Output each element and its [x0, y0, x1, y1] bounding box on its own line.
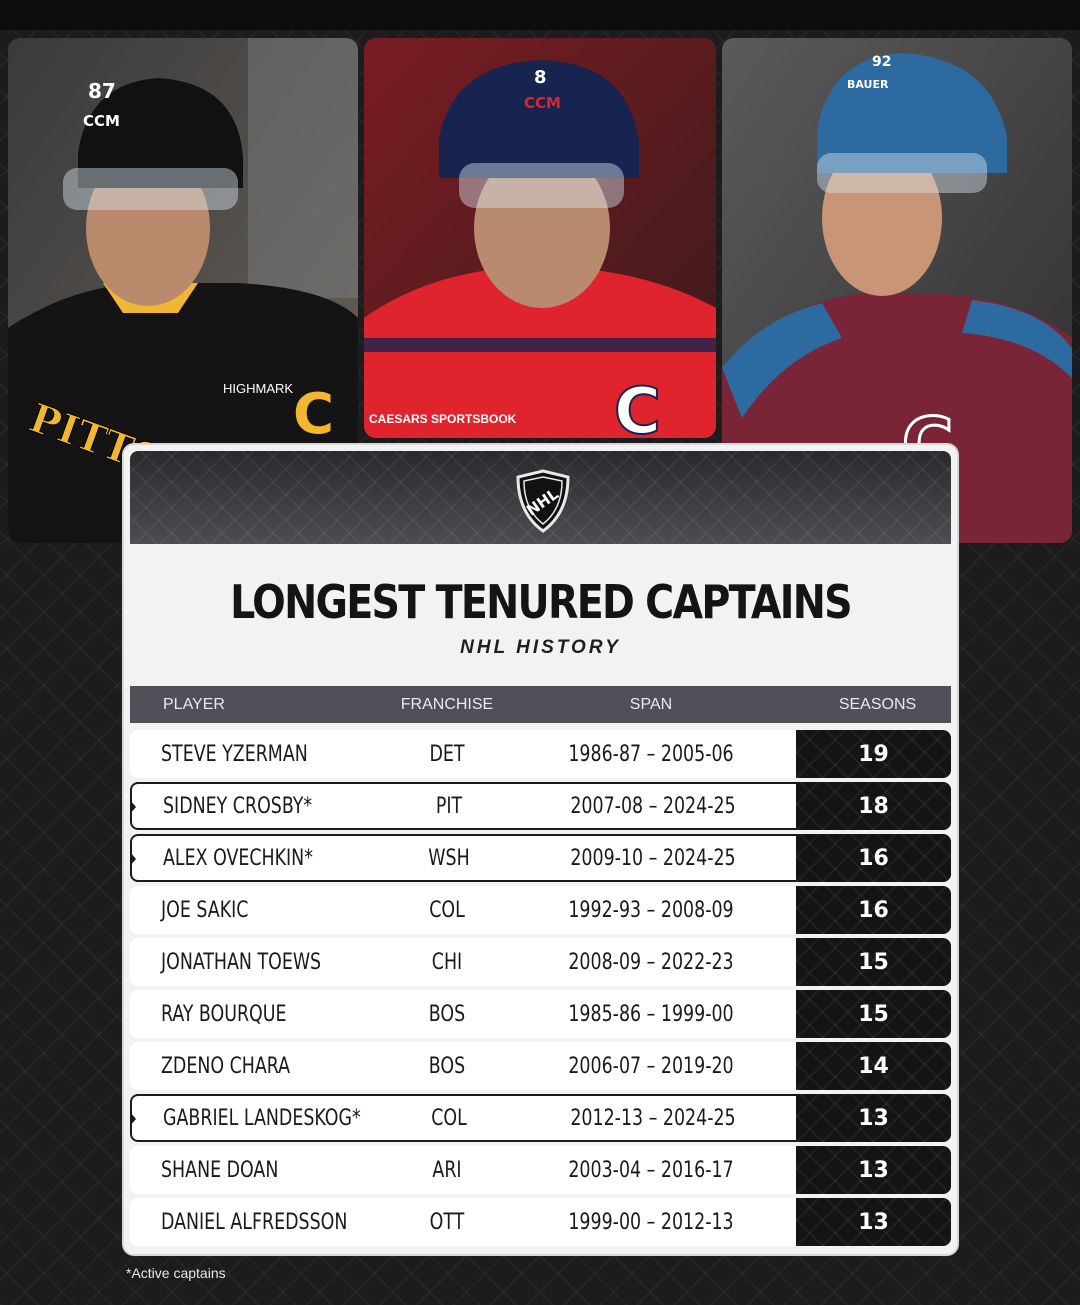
helmet-brand-label: BAUER — [847, 78, 889, 91]
player-name: JOE SAKIC — [161, 898, 249, 923]
seasons-count: 13 — [796, 1198, 951, 1246]
franchise-code: CHI — [431, 950, 463, 975]
top-bar — [0, 0, 1080, 30]
helmet-number-label: 87 — [88, 79, 116, 103]
table-row: JONATHAN TOEWS CHI 2008-09 – 2022-23 15 — [130, 938, 951, 986]
captaincy-span: 1986-87 – 2005-06 — [568, 742, 734, 767]
captaincy-span: 1992-93 – 2008-09 — [568, 898, 734, 923]
captaincy-span: 2006-07 – 2019-20 — [568, 1054, 734, 1079]
player-name: ALEX OVECHKIN* — [163, 846, 313, 871]
captain-c-badge: C — [614, 375, 661, 438]
seasons-count: 13 — [796, 1094, 951, 1142]
franchise-code: BOS — [428, 1002, 466, 1027]
player-name: ZDENO CHARA — [161, 1054, 291, 1079]
helmet-brand-label: CCM — [524, 94, 561, 112]
franchise-code: DET — [429, 742, 465, 767]
captaincy-span: 1985-86 – 1999-00 — [568, 1002, 734, 1027]
column-header-seasons: SEASONS — [838, 696, 917, 713]
jersey-sponsor-label: HIGHMARK — [223, 381, 293, 396]
seasons-count: 15 — [796, 990, 951, 1038]
franchise-code: ARI — [432, 1158, 462, 1183]
seasons-count: 15 — [796, 938, 951, 986]
seasons-count: 16 — [796, 886, 951, 934]
table-row: RAY BOURQUE BOS 1985-86 – 1999-00 15 — [130, 990, 951, 1038]
table-row: DANIEL ALFREDSSON OTT 1999-00 – 2012-13 … — [130, 1198, 951, 1246]
franchise-code: OTT — [429, 1210, 465, 1235]
nhl-shield-icon: NHL — [516, 469, 570, 533]
player-photo-washington: CCM 8 CAESARS SPORTSBOOK C — [364, 38, 716, 438]
player-name: JONATHAN TOEWS — [161, 950, 322, 975]
captain-c-badge: C — [293, 382, 334, 447]
table-row: JOE SAKIC COL 1992-93 – 2008-09 16 — [130, 886, 951, 934]
table-row: GABRIEL LANDESKOG* COL 2012-13 – 2024-25… — [130, 1094, 951, 1142]
table-header: PLAYER FRANCHISE SPAN SEASONS — [130, 686, 951, 723]
captaincy-span: 2008-09 – 2022-23 — [568, 950, 734, 975]
seasons-count: 14 — [796, 1042, 951, 1090]
table-body: STEVE YZERMAN DET 1986-87 – 2005-06 19 S… — [130, 730, 951, 1250]
table-row: ALEX OVECHKIN* WSH 2009-10 – 2024-25 16 — [130, 834, 951, 882]
player-photo-colorado: BAUER 92 C — [722, 38, 1072, 543]
page-subtitle: NHL HISTORY — [460, 637, 621, 658]
table-row: SHANE DOAN ARI 2003-04 – 2016-17 13 — [130, 1146, 951, 1194]
player-name: SIDNEY CROSBY* — [163, 794, 313, 819]
seasons-count: 18 — [796, 782, 951, 830]
player-photo-pittsburgh: CCM 87 PITTS HIGHMARK C — [8, 38, 358, 543]
seasons-count: 16 — [796, 834, 951, 882]
franchise-code: BOS — [428, 1054, 466, 1079]
table-row: SIDNEY CROSBY* PIT 2007-08 – 2024-25 18 — [130, 782, 951, 830]
franchise-code: COL — [431, 1106, 467, 1131]
table-row: ZDENO CHARA BOS 2006-07 – 2019-20 14 — [130, 1042, 951, 1090]
captaincy-span: 1999-00 – 2012-13 — [568, 1210, 734, 1235]
card-header: NHL — [130, 451, 951, 544]
column-header-span: SPAN — [629, 696, 673, 713]
captaincy-span: 2007-08 – 2024-25 — [570, 794, 736, 819]
captaincy-span: 2003-04 – 2016-17 — [568, 1158, 734, 1183]
franchise-code: COL — [429, 898, 465, 923]
table-row: STEVE YZERMAN DET 1986-87 – 2005-06 19 — [130, 730, 951, 778]
helmet-brand-label: CCM — [83, 112, 120, 130]
franchise-code: WSH — [428, 846, 470, 871]
player-name: SHANE DOAN — [161, 1158, 279, 1183]
jersey-sponsor-label: CAESARS SPORTSBOOK — [369, 412, 517, 426]
player-name: STEVE YZERMAN — [161, 742, 308, 767]
captaincy-span: 2012-13 – 2024-25 — [570, 1106, 736, 1131]
player-name: DANIEL ALFREDSSON — [161, 1210, 348, 1235]
helmet-number-label: 92 — [872, 54, 891, 70]
column-header-franchise: FRANCHISE — [400, 696, 494, 713]
captains-card: NHL LONGEST TENURED CAPTAINS NHL HISTORY… — [124, 445, 957, 1254]
seasons-count: 13 — [796, 1146, 951, 1194]
footnote: *Active captains — [126, 1265, 226, 1281]
player-name: GABRIEL LANDESKOG* — [163, 1106, 361, 1131]
seasons-count: 19 — [796, 730, 951, 778]
player-name: RAY BOURQUE — [161, 1002, 287, 1027]
helmet-number-label: 8 — [534, 67, 547, 88]
captaincy-span: 2009-10 – 2024-25 — [570, 846, 736, 871]
column-header-player: PLAYER — [163, 696, 225, 713]
franchise-code: PIT — [435, 794, 463, 819]
page-title: LONGEST TENURED CAPTAINS — [230, 575, 853, 629]
